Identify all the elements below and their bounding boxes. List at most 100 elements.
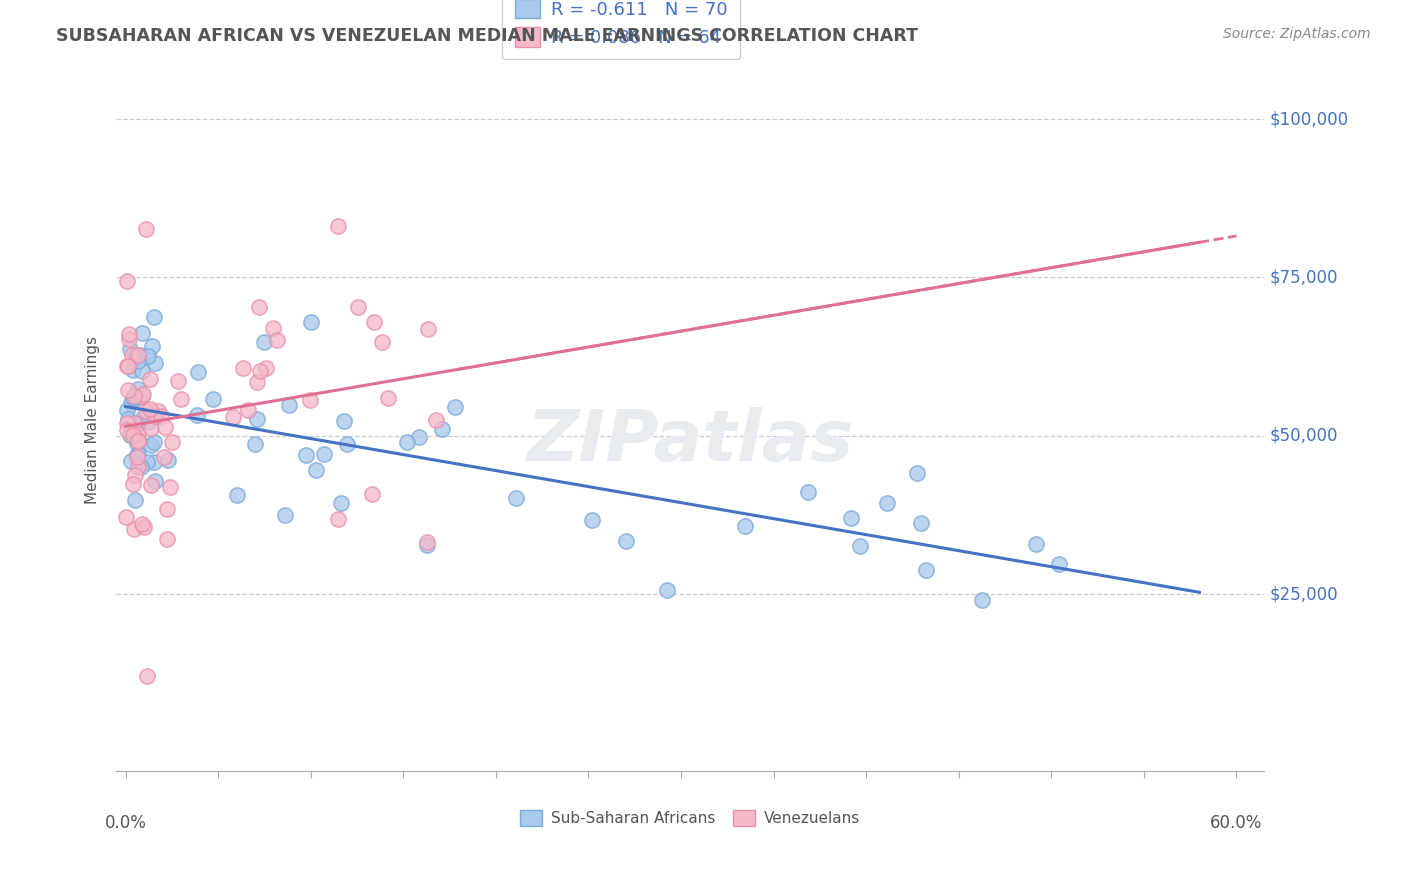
Point [166,374,188,388]
Point [127,391,149,405]
Point [839,511,862,525]
Point [117,384,139,398]
Point [416,322,439,336]
Point [131,326,153,341]
Point [124,348,146,362]
Point [129,348,152,362]
Point [127,383,149,397]
Point [905,466,928,480]
Point [122,389,145,403]
Point [187,365,209,379]
Point [118,343,141,357]
Point [910,516,932,530]
Point [221,409,243,424]
Point [243,437,266,451]
Point [299,315,322,329]
Point [253,334,276,349]
Point [134,520,156,534]
Point [117,359,139,373]
Point [135,454,157,468]
Point [131,517,153,532]
Point [143,310,166,324]
Point [129,460,152,475]
Point [143,474,166,488]
Point [371,335,394,350]
Point [330,496,353,510]
Point [1047,557,1070,571]
Point [443,400,465,414]
Point [326,219,349,233]
Text: $75,000: $75,000 [1270,268,1339,286]
Point [274,508,297,522]
Point [914,563,936,577]
Point [360,487,382,501]
Point [143,409,166,423]
Point [124,492,146,507]
Point [117,274,139,288]
Point [425,412,447,426]
Point [159,480,181,494]
Point [132,410,155,425]
Point [135,404,157,418]
Point [305,463,328,477]
Point [970,592,993,607]
Point [328,511,350,525]
Point [115,509,138,524]
Point [139,478,162,492]
Point [734,518,756,533]
Point [146,404,169,418]
Point [131,389,153,403]
Point [115,424,138,438]
Point [117,412,139,426]
Point [1025,537,1047,551]
Point [118,332,141,346]
Point [122,362,145,376]
Point [125,448,148,462]
Point [202,392,225,406]
Point [249,364,271,378]
Point [333,413,356,427]
Point [115,416,138,430]
Point [143,356,166,370]
Text: 0.0%: 0.0% [104,814,146,831]
Point [232,361,254,376]
Text: SUBSAHARAN AFRICAN VS VENEZUELAN MEDIAN MALE EARNINGS CORRELATION CHART: SUBSAHARAN AFRICAN VS VENEZUELAN MEDIAN … [56,27,918,45]
Point [876,495,898,509]
Point [797,484,820,499]
Point [262,320,284,334]
Point [505,491,527,505]
Point [135,222,157,236]
Point [416,538,439,552]
Point [336,437,359,451]
Point [156,501,179,516]
Point [127,459,149,474]
Point [136,669,159,683]
Point [141,339,163,353]
Point [136,415,159,429]
Point [132,387,155,401]
Point [150,409,173,423]
Point [122,416,145,430]
Point [347,300,370,314]
Point [131,364,153,378]
Text: $100,000: $100,000 [1270,111,1350,128]
Point [127,426,149,441]
Point [139,402,162,417]
Point [186,408,208,422]
Point [408,430,430,444]
Point [294,448,316,462]
Point [236,403,259,417]
Point [115,359,138,373]
Point [127,417,149,432]
Text: 60.0%: 60.0% [1211,814,1263,831]
Point [139,420,162,434]
Point [156,532,179,546]
Point [121,348,143,362]
Point [127,348,149,362]
Point [120,454,142,468]
Point [162,434,184,449]
Point [124,467,146,482]
Point [122,391,145,405]
Point [122,428,145,442]
Text: $50,000: $50,000 [1270,426,1339,445]
